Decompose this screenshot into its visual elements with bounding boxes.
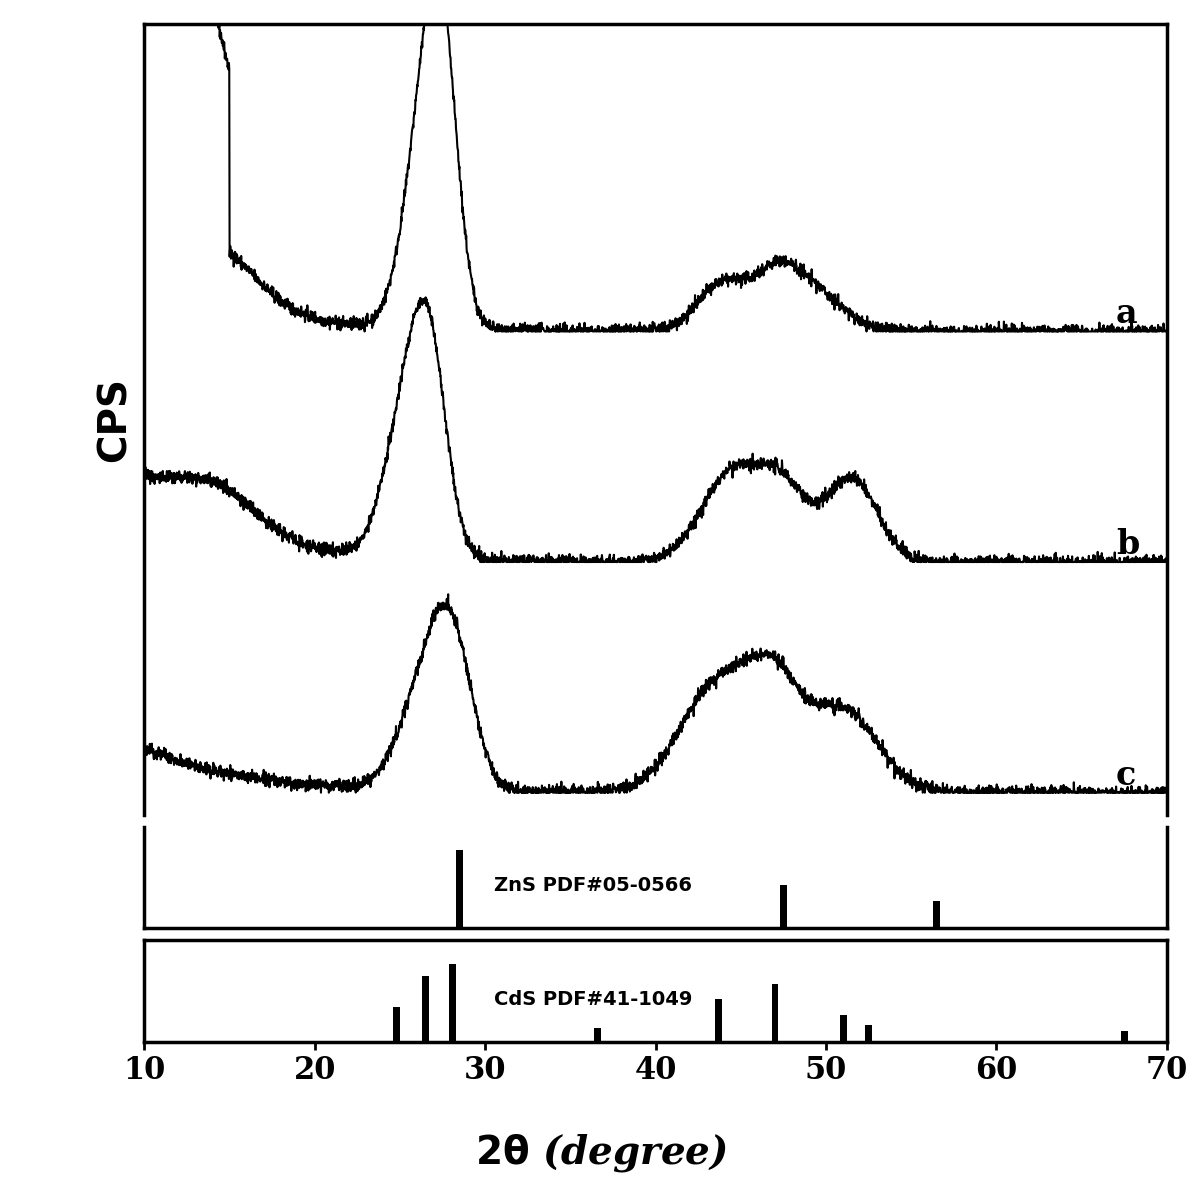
Text: b: b (1115, 528, 1139, 561)
Bar (456, 851, 463, 928)
Bar (934, 901, 941, 928)
Bar (450, 964, 456, 1042)
Text: a: a (1115, 297, 1137, 331)
Bar (422, 975, 429, 1042)
Text: c: c (1115, 758, 1136, 792)
Bar (1121, 1030, 1127, 1042)
Text: $\mathbf{2\theta}$ (degree): $\mathbf{2\theta}$ (degree) (475, 1132, 728, 1174)
Bar (594, 1028, 602, 1042)
Bar (771, 984, 778, 1042)
Bar (840, 1015, 847, 1042)
Text: ZnS PDF#05-0566: ZnS PDF#05-0566 (493, 876, 692, 895)
Text: CdS PDF#41-1049: CdS PDF#41-1049 (493, 990, 692, 1009)
Bar (716, 999, 722, 1042)
Bar (780, 885, 787, 928)
Bar (393, 1008, 399, 1042)
Y-axis label: CPS: CPS (95, 377, 134, 461)
Bar (865, 1025, 872, 1042)
